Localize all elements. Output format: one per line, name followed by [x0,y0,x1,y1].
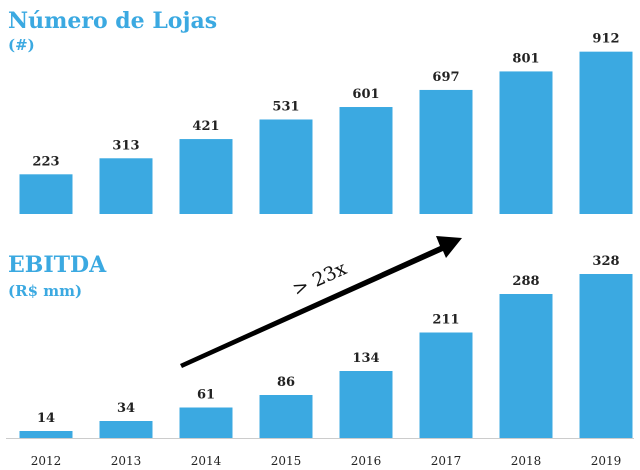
data-label: 601 [352,87,379,102]
data-label: 211 [432,313,459,328]
data-label: 697 [432,70,459,85]
bar [499,71,553,214]
bar [579,51,633,214]
chart-subtitle: (#) [8,36,35,54]
data-label: 61 [197,388,215,403]
data-label: 912 [592,32,619,47]
bar [99,421,153,438]
bar [419,89,473,214]
bar [259,119,313,214]
data-label: 328 [592,254,619,269]
chart-subtitle: (R$ mm) [8,282,82,300]
data-label: 86 [277,375,295,390]
growth-arrow [180,236,462,368]
data-label: 34 [117,401,135,416]
x-tick-label: 2016 [351,454,382,468]
data-label: 14 [37,411,55,426]
bar [499,294,553,438]
data-label: 531 [272,99,299,114]
bar [419,332,473,438]
x-tick-label: 2014 [191,454,222,468]
x-tick-label: 2012 [31,454,62,468]
bar [179,139,233,214]
bar [99,158,153,214]
data-label: 421 [192,119,219,134]
bar [339,371,393,438]
data-label: 313 [112,138,139,153]
data-label: 288 [512,274,539,289]
bar [19,174,73,214]
bar [179,407,233,438]
x-tick-label: 2019 [591,454,622,468]
data-label: 801 [512,51,539,66]
x-tick-label: 2015 [271,454,302,468]
bar [19,431,73,438]
x-tick-label: 2013 [111,454,142,468]
chart-title: Número de Lojas [8,8,217,34]
bar [259,395,313,438]
data-label: 223 [32,154,59,169]
bar [579,274,633,438]
x-tick-label: 2017 [431,454,462,468]
chart-title: EBITDA [8,252,107,278]
x-tick-label: 2018 [511,454,542,468]
bar [339,107,393,214]
data-label: 134 [352,351,379,366]
